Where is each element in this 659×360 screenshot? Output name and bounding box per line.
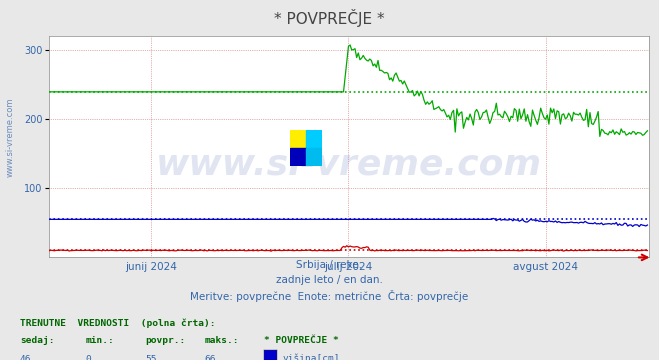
Text: * POVPREČJE *: * POVPREČJE * — [274, 9, 385, 27]
Text: www.si-vreme.com: www.si-vreme.com — [5, 97, 14, 176]
Text: Srbija / reke.: Srbija / reke. — [297, 260, 362, 270]
Bar — [306, 148, 322, 166]
Text: maks.:: maks.: — [204, 336, 239, 345]
Bar — [290, 148, 306, 166]
Text: zadnje leto / en dan.: zadnje leto / en dan. — [276, 275, 383, 285]
Text: TRENUTNE  VREDNOSTI  (polna črta):: TRENUTNE VREDNOSTI (polna črta): — [20, 319, 215, 328]
Text: 55: 55 — [145, 355, 156, 360]
Text: sedaj:: sedaj: — [20, 336, 54, 345]
Text: www.si-vreme.com: www.si-vreme.com — [156, 147, 542, 181]
Text: 66: 66 — [204, 355, 215, 360]
Text: 46: 46 — [20, 355, 31, 360]
Text: 0: 0 — [86, 355, 92, 360]
Bar — [290, 130, 306, 148]
Text: min.:: min.: — [86, 336, 115, 345]
Text: Meritve: povprečne  Enote: metrične  Črta: povprečje: Meritve: povprečne Enote: metrične Črta:… — [190, 290, 469, 302]
Text: višina[cm]: višina[cm] — [282, 355, 339, 360]
Text: * POVPREČJE *: * POVPREČJE * — [264, 336, 338, 345]
Bar — [306, 130, 322, 148]
Text: povpr.:: povpr.: — [145, 336, 185, 345]
